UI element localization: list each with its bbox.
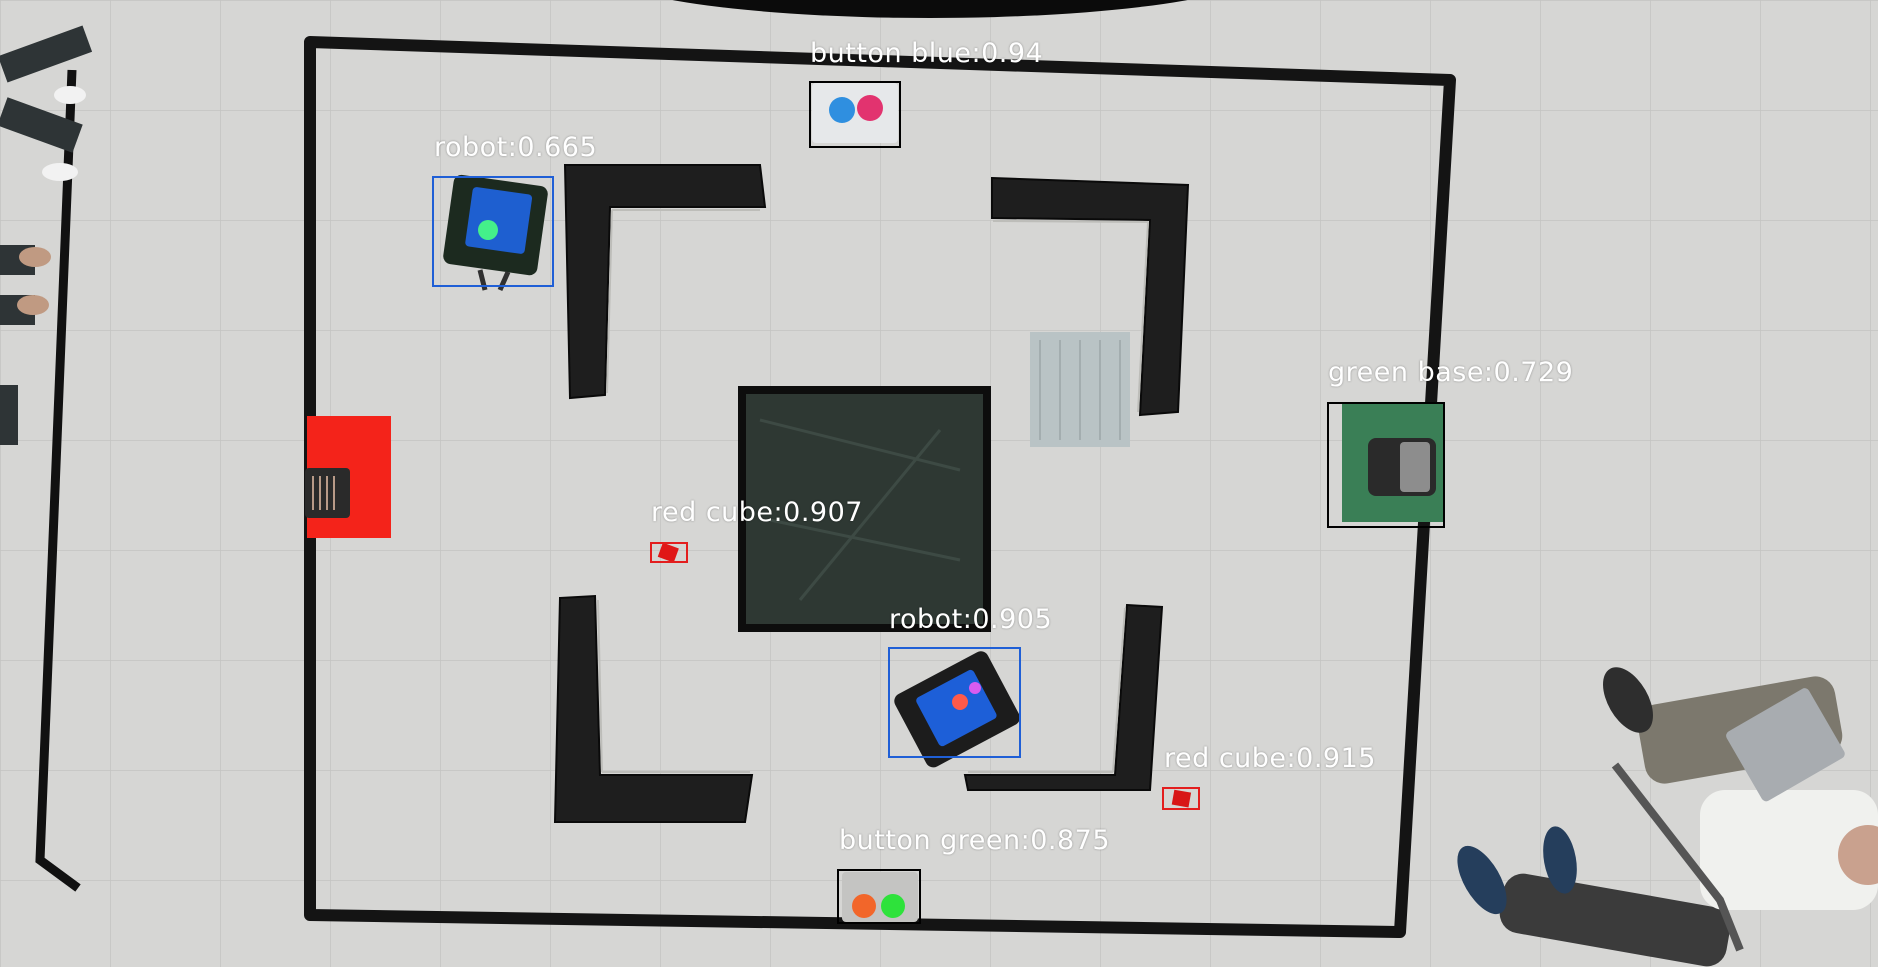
red-cube-1-object [657,542,679,563]
lens-edge [672,0,1188,18]
tape-left [35,69,81,892]
detection-box-red-cube-1 [650,542,688,563]
detection-label-red-cube-2: red cube:0.915 [1164,743,1376,774]
detection-label-robot-2: robot:0.905 [889,604,1053,635]
red-cube-2-object [1171,789,1192,808]
detection-box-button-green [837,869,921,924]
robot-2-body [894,651,1020,768]
detection-label-button-blue: button blue:0.94 [810,38,1044,69]
detection-box-button-blue [809,81,901,148]
detection-box-green-base [1327,402,1445,528]
orange-button [852,894,876,918]
detection-label-button-green: button green:0.875 [839,825,1111,856]
detection-label-red-cube-1: red cube:0.907 [651,497,863,528]
detection-box-robot-1 [432,176,554,287]
inner-walls [553,164,1190,823]
detection-box-robot-2 [888,647,1021,758]
blue-button [829,97,855,123]
pink-button [857,95,883,121]
wall-highlights [597,209,1149,773]
detection-label-robot-1: robot:0.665 [434,132,598,163]
person-right [1457,667,1878,967]
center-table [742,390,987,628]
green-button [881,894,905,918]
arena-boundary [304,36,1456,938]
detection-label-green-base: green base:0.729 [1328,357,1574,388]
robot-1-body [443,174,548,292]
detection-box-red-cube-2 [1162,787,1200,810]
